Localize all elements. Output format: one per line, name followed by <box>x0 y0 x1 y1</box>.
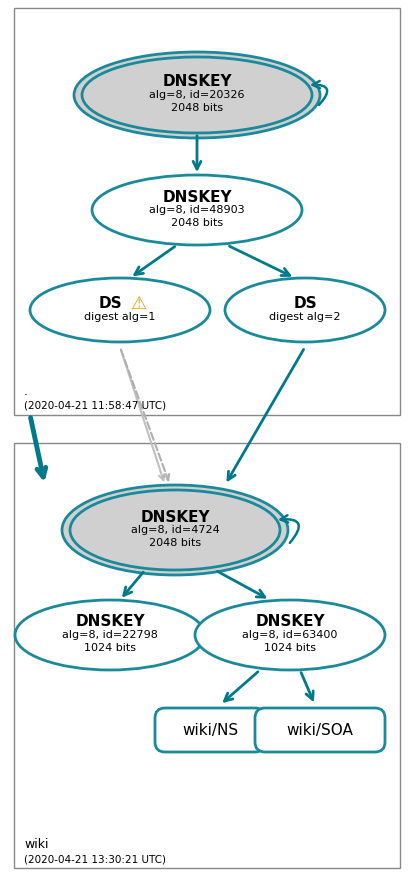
Text: DNSKEY: DNSKEY <box>75 614 145 629</box>
FancyBboxPatch shape <box>14 8 400 415</box>
Text: DNSKEY: DNSKEY <box>140 510 210 525</box>
Text: alg=8, id=48903: alg=8, id=48903 <box>149 205 245 215</box>
Text: (2020-04-21 13:30:21 UTC): (2020-04-21 13:30:21 UTC) <box>24 854 166 864</box>
Text: alg=8, id=4724: alg=8, id=4724 <box>131 525 219 535</box>
Text: alg=8, id=63400: alg=8, id=63400 <box>242 630 338 640</box>
Text: 2048 bits: 2048 bits <box>171 103 223 113</box>
Ellipse shape <box>225 278 385 342</box>
Text: DNSKEY: DNSKEY <box>162 189 232 204</box>
Text: DNSKEY: DNSKEY <box>162 74 232 89</box>
Text: 2048 bits: 2048 bits <box>149 538 201 548</box>
Ellipse shape <box>195 600 385 670</box>
FancyBboxPatch shape <box>155 708 265 752</box>
Text: ⚠: ⚠ <box>130 295 146 312</box>
Text: DS: DS <box>293 296 317 311</box>
Text: 1024 bits: 1024 bits <box>264 643 316 653</box>
Ellipse shape <box>15 600 205 670</box>
Text: (2020-04-21 11:58:47 UTC): (2020-04-21 11:58:47 UTC) <box>24 401 166 411</box>
Text: digest alg=2: digest alg=2 <box>269 312 341 321</box>
FancyArrowPatch shape <box>280 515 299 543</box>
Text: alg=8, id=20326: alg=8, id=20326 <box>149 90 245 100</box>
Text: alg=8, id=22798: alg=8, id=22798 <box>62 630 158 640</box>
Text: DS: DS <box>98 296 122 311</box>
FancyBboxPatch shape <box>14 443 400 868</box>
Ellipse shape <box>30 278 210 342</box>
Ellipse shape <box>62 485 288 575</box>
FancyArrowPatch shape <box>313 81 327 105</box>
Ellipse shape <box>92 175 302 245</box>
Text: wiki: wiki <box>24 838 48 851</box>
Text: DNSKEY: DNSKEY <box>255 614 325 629</box>
FancyBboxPatch shape <box>255 708 385 752</box>
Text: digest alg=1: digest alg=1 <box>84 312 156 321</box>
Ellipse shape <box>82 57 312 133</box>
Text: 2048 bits: 2048 bits <box>171 218 223 228</box>
Text: wiki/SOA: wiki/SOA <box>287 722 354 737</box>
Ellipse shape <box>74 52 320 138</box>
Text: wiki/NS: wiki/NS <box>182 722 238 737</box>
Text: 1024 bits: 1024 bits <box>84 643 136 653</box>
Text: .: . <box>24 385 28 398</box>
Ellipse shape <box>70 490 280 570</box>
